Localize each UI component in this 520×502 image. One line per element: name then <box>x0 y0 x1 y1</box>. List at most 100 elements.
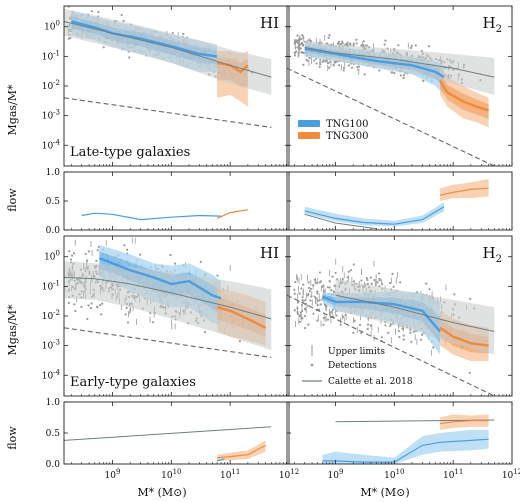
detection-point <box>366 323 370 326</box>
detection-point <box>89 306 92 310</box>
line-tng100 <box>304 206 445 225</box>
line-calette-et-al-2018 <box>64 21 272 78</box>
detection-point <box>316 319 319 322</box>
detection-point <box>96 249 99 252</box>
line-tng100 <box>81 212 222 221</box>
line-tng300 <box>439 326 489 347</box>
panel-late-flow-H2 <box>286 171 513 231</box>
detection-point <box>397 329 400 333</box>
detection-point <box>369 324 372 327</box>
detection-point <box>319 58 322 62</box>
band-calette-et-al-2018 <box>304 40 495 95</box>
detection-point <box>216 274 219 277</box>
line-tng100 <box>98 256 222 300</box>
line-calette-et-al-2018 <box>304 46 495 78</box>
y-tick-label: 0.5 <box>46 429 61 439</box>
detection-point <box>384 39 387 42</box>
band-tng300 <box>217 440 266 461</box>
panel-label: HI <box>260 244 279 262</box>
detection-point <box>86 317 89 321</box>
detection-point <box>97 245 100 248</box>
line-tng300 <box>439 80 489 112</box>
line-dashed <box>287 67 495 166</box>
detection-point <box>300 303 304 307</box>
detection-point <box>299 311 303 314</box>
detection-point <box>69 36 72 40</box>
detection-point <box>373 278 376 282</box>
y-tick-label: 10-3 <box>42 109 60 122</box>
y-tick-label: 10-3 <box>42 339 60 352</box>
detection-point <box>335 314 338 317</box>
detection-point <box>341 42 344 45</box>
y-tick-label: 10-1 <box>42 49 60 62</box>
x-tick-label: 1010 <box>161 468 181 481</box>
detection-point <box>412 330 415 333</box>
detection-point <box>384 324 387 327</box>
detection-point <box>303 314 307 318</box>
y-tick-label: 10-2 <box>42 79 60 92</box>
detection-point <box>392 285 395 288</box>
detection-point <box>337 40 341 43</box>
band-tng100 <box>304 202 444 227</box>
detection-point <box>96 306 99 309</box>
detection-point <box>296 34 299 37</box>
panel-label: H2 <box>483 244 502 265</box>
detection-point <box>347 64 350 67</box>
y-axis-label-middle: Mgas/M* <box>6 304 19 355</box>
detection-point <box>301 296 304 299</box>
detection-point <box>318 271 322 274</box>
detection-point <box>346 41 349 44</box>
detection-point <box>313 59 316 62</box>
detection-point <box>319 280 322 283</box>
detection-point <box>339 323 342 326</box>
detection-point <box>101 302 104 305</box>
detection-point <box>352 263 355 266</box>
detection-point <box>294 40 297 44</box>
detection-point <box>298 315 301 318</box>
detection-point <box>389 324 392 327</box>
detection-point <box>427 45 431 48</box>
detection-point <box>99 303 102 307</box>
detection-point <box>301 317 304 320</box>
legend-swatch-detections <box>310 363 314 367</box>
detection-point <box>398 335 401 339</box>
y-tick-label: 0.0 <box>46 226 61 236</box>
detection-point <box>352 280 356 283</box>
x-tick-label: 109 <box>328 468 344 481</box>
legend-label-calette: Calette et al. 2018 <box>328 377 413 387</box>
detection-point <box>90 10 93 13</box>
legend-label-upper-limits: Upper limits <box>328 347 385 357</box>
detection-point <box>303 326 307 330</box>
detection-point <box>316 299 320 302</box>
detection-point <box>328 34 331 37</box>
detection-point <box>309 287 313 290</box>
detection-point <box>330 289 333 292</box>
detection-point <box>151 321 155 324</box>
line-tng300 <box>439 187 489 196</box>
panel-early-flow-HI: 109 1010 1011 1012 0.0 0.5 1.0 <box>46 398 300 481</box>
detection-point <box>296 41 300 45</box>
detection-point <box>399 74 402 77</box>
detection-point <box>74 309 77 313</box>
detection-point <box>328 286 331 289</box>
detection-point <box>67 301 71 304</box>
y-tick-label: 100 <box>44 20 60 33</box>
detection-point <box>347 270 350 273</box>
detection-point <box>301 309 304 313</box>
detection-point <box>313 295 316 298</box>
detection-point <box>322 284 325 287</box>
legend-label-detections: Detections <box>328 361 377 371</box>
detection-point <box>365 276 368 280</box>
detection-point <box>360 44 363 47</box>
detection-point <box>173 262 177 265</box>
y-tick-label: 0.5 <box>46 197 61 207</box>
detection-point <box>428 288 431 291</box>
detection-point <box>326 286 329 289</box>
detection-point <box>300 50 303 54</box>
detection-point <box>124 313 127 316</box>
legend-tng: TNG100 TNG300 <box>298 119 369 142</box>
panel-late-flow-HI: 0.0 0.5 1.0 <box>46 168 290 236</box>
panel-frame <box>63 171 290 231</box>
detection-point <box>296 312 300 316</box>
flow-label-lower: flow <box>6 426 19 450</box>
